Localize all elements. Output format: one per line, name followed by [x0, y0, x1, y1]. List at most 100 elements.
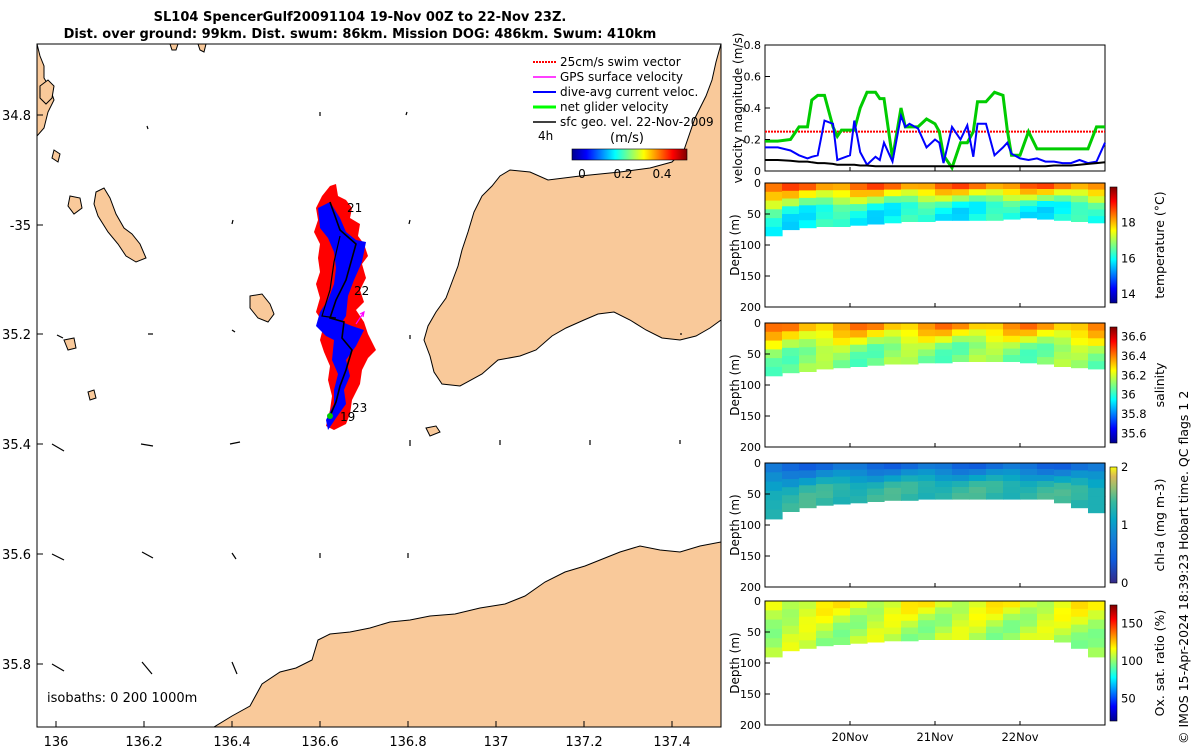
profile-cell: [799, 500, 817, 509]
profile-cell: [969, 329, 987, 337]
profile-cell: [884, 196, 902, 204]
profile-cell: [986, 335, 1004, 343]
profile-cell: [969, 201, 987, 209]
profile-ytick-label: 0: [754, 177, 761, 190]
profile-cell: [1054, 189, 1072, 196]
island-10: [197, 44, 207, 53]
profile-cell: [901, 195, 919, 203]
profile-cell: [1054, 201, 1072, 209]
profile-cell: [1088, 189, 1106, 197]
profile-chart-4: 0 50 100 150 200 Depth (m) 50 100 150 Ox. sat. ra…: [728, 595, 1167, 732]
island-7: [51, 149, 61, 163]
profile-cell: [833, 345, 851, 354]
island-9: [169, 44, 179, 51]
velocity-series-net-glider-velocity: [765, 90, 1105, 172]
profile-cell: [901, 601, 919, 609]
profile-cell: [1088, 209, 1106, 217]
velocity-series-sfc-geo-vel-: [765, 159, 1106, 168]
profile-cell: [1071, 640, 1089, 649]
profile-cell: [1020, 200, 1038, 207]
profile-cell: [969, 214, 987, 221]
map-xtick-label: 136: [44, 735, 69, 750]
profile-colorbar-label: temperature (°C): [1152, 191, 1167, 298]
profile-ylabel: Depth (m): [728, 632, 742, 693]
profile-cell: [1088, 202, 1106, 210]
profile-cell: [1054, 183, 1072, 190]
profile-cell: [1020, 349, 1038, 357]
profile-cell: [969, 183, 987, 190]
map-frame: [36, 43, 722, 728]
figure-title-line2: Dist. over ground: 99km. Dist. swum: 86k…: [63, 27, 657, 42]
geo-vector: [405, 111, 408, 116]
colorbar-tick-label: 35.6: [1121, 426, 1147, 440]
profile-cell: [782, 495, 800, 504]
profile-cell: [884, 614, 902, 622]
profile-cell: [765, 209, 783, 219]
profile-cell: [799, 331, 817, 340]
geo-vector: [140, 443, 154, 447]
profile-cell: [850, 601, 868, 609]
colorbar-tick-label: 36.2: [1121, 368, 1147, 382]
profile-ytick-label: 150: [740, 410, 761, 423]
profile-colorbar-label: salinity: [1152, 362, 1167, 407]
profile-cell: [1003, 207, 1021, 214]
profile-ytick-label: 100: [740, 657, 761, 670]
profile-cell: [867, 183, 885, 191]
profile-cell: [799, 608, 817, 618]
profile-ytick-label: 50: [747, 208, 761, 221]
profile-cell: [850, 344, 868, 353]
profile-cell: [918, 323, 936, 331]
profile-chart-1: 0 50 100 150 200 Depth (m) 14 16 18 temperature (…: [728, 177, 1167, 314]
profile-ylabel: Depth (m): [728, 214, 742, 275]
profile-cell: [850, 496, 868, 504]
profile-cell: [918, 463, 936, 470]
profile-cell: [918, 633, 936, 640]
profile-cell: [918, 481, 936, 488]
profile-cell: [884, 634, 902, 642]
profile-cell: [986, 214, 1004, 221]
profile-cell: [782, 214, 800, 223]
profile-cell: [918, 195, 936, 203]
geo-vector: [51, 553, 65, 561]
profile-cell: [952, 335, 970, 343]
legend-label-swim: 25cm/s swim vector: [560, 55, 681, 69]
profile-cell: [1003, 601, 1021, 608]
isobaths-label: isobaths: 0 200 1000m: [47, 691, 197, 706]
profile-cell: [1071, 215, 1089, 222]
profile-colorbar: [1109, 466, 1118, 584]
profile-cell: [799, 624, 817, 634]
profile-cell: [1071, 632, 1089, 641]
profile-cell: [1020, 626, 1038, 634]
profile-cell: [1020, 206, 1038, 213]
profile-cell: [935, 463, 953, 470]
profile-cell: [1071, 337, 1089, 346]
profile-cell: [884, 481, 902, 489]
profile-cell: [782, 347, 800, 357]
island-5: [63, 337, 77, 351]
profile-cell: [1054, 207, 1072, 215]
profile-cell: [799, 632, 817, 641]
profile-cell: [1003, 355, 1021, 362]
profile-ytick-label: 50: [747, 626, 761, 639]
profile-ytick-label: 200: [740, 301, 761, 314]
profile-cell: [1071, 345, 1089, 354]
profile-cell: [969, 493, 987, 500]
profile-cell: [935, 613, 953, 621]
profile-cell: [816, 491, 834, 499]
profile-cell: [1088, 338, 1106, 347]
profile-cell: [901, 620, 919, 628]
time-tick-label: 22Nov: [1001, 730, 1038, 744]
profile-cell: [1088, 619, 1106, 630]
profile-cell: [1020, 336, 1038, 344]
colorbar-tick-label: 50: [1121, 692, 1136, 706]
profile-cell: [816, 601, 834, 609]
geo-vector: [146, 125, 149, 130]
profile-cell: [1003, 607, 1021, 615]
gps-surface-velocity-arrow: [355, 310, 365, 325]
profile-cell: [884, 607, 902, 615]
profile-cell: [1071, 189, 1089, 197]
colorbar-tick-label: 18: [1121, 216, 1136, 230]
profile-cell: [1003, 475, 1021, 482]
profile-cell: [850, 489, 868, 497]
